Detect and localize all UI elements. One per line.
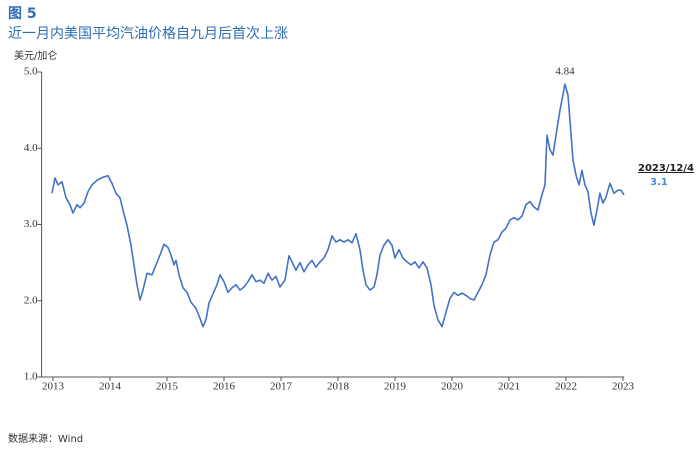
x-tick-label: 2019 bbox=[384, 381, 407, 393]
x-tick-label: 2020 bbox=[441, 381, 464, 393]
chart-subtitle: 近一月内美国平均汽油价格自九月后首次上涨 bbox=[8, 26, 288, 42]
y-tick-label: 1.0 bbox=[24, 371, 38, 383]
x-tick-label: 2016 bbox=[213, 381, 236, 393]
x-tick-label: 2018 bbox=[327, 381, 350, 393]
x-tick-label: 2017 bbox=[270, 381, 293, 393]
chart-title: 图 5 bbox=[8, 6, 37, 22]
x-tick-label: 2022 bbox=[555, 381, 577, 393]
x-tick-label: 2015 bbox=[156, 381, 179, 393]
peak-label: 4.84 bbox=[555, 66, 575, 78]
end-date-label: 2023/12/4 bbox=[638, 163, 694, 174]
y-tick-label: 5.0 bbox=[24, 66, 38, 78]
x-tick-label: 2013 bbox=[42, 381, 65, 393]
x-tick-label: 2021 bbox=[498, 381, 520, 393]
y-axis-label: 美元/加仑 bbox=[14, 49, 57, 62]
y-tick-label: 4.0 bbox=[24, 142, 38, 154]
end-value-label: 3.1 bbox=[650, 177, 668, 188]
y-tick-label: 3.0 bbox=[24, 218, 38, 230]
y-tick-label: 2.0 bbox=[24, 294, 38, 306]
x-tick-label: 2023 bbox=[612, 381, 635, 393]
source: 数据来源：Wind bbox=[8, 432, 83, 445]
price-line bbox=[51, 83, 625, 328]
x-tick-label: 2014 bbox=[99, 381, 122, 393]
